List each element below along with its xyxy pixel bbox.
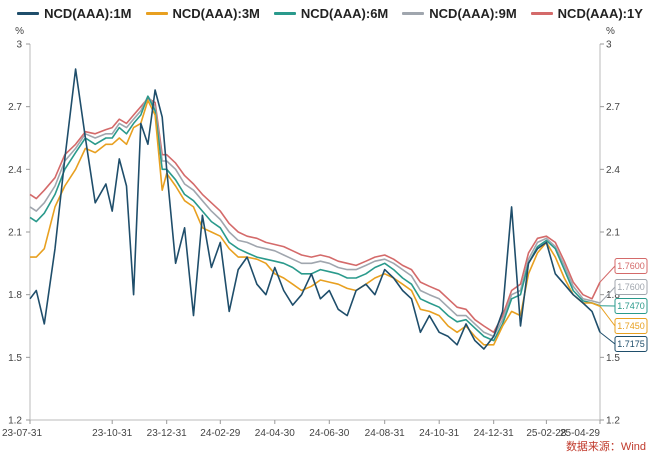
y-tick-label-right: 3	[606, 40, 612, 51]
x-tick-label: 23-12-31	[147, 428, 187, 439]
x-tick-label: 24-08-31	[365, 428, 405, 439]
legend-label: NCD(AAA):9M	[429, 5, 517, 21]
x-tick-label: 25-02-28	[526, 428, 566, 439]
value-label: 1.7600	[617, 261, 645, 271]
value-label: 1.7450	[617, 321, 645, 331]
x-tick-label: 24-06-30	[309, 428, 349, 439]
y-tick-label-right: 1.8	[606, 290, 620, 301]
legend-item[interactable]: NCD(AAA):1M	[17, 5, 132, 21]
y-tick-label-left: 2.4	[8, 165, 22, 176]
y-tick-label-left: 1.2	[8, 416, 22, 427]
y-tick-label-right: 1.2	[606, 416, 620, 427]
legend-item[interactable]: NCD(AAA):9M	[402, 5, 517, 21]
y-tick-label-right: 2.4	[606, 165, 620, 176]
value-label: 1.7470	[617, 301, 645, 311]
y-tick-label-right: 2.1	[606, 228, 620, 239]
y-tick-label-left: 2.7	[8, 102, 22, 113]
y-unit-left: %	[15, 26, 24, 37]
x-tick-label: 24-02-29	[200, 428, 240, 439]
legend-label: NCD(AAA):6M	[300, 5, 389, 21]
x-tick-label: 24-12-31	[474, 428, 514, 439]
series-line-ncd-aaa-1y	[29, 97, 601, 334]
value-label-leader	[599, 331, 616, 345]
legend-swatch	[530, 11, 553, 15]
x-tick-label: 23-07-31	[2, 428, 42, 439]
y-tick-label-left: 1.8	[8, 290, 22, 301]
x-tick-label: 24-04-30	[255, 428, 295, 439]
series-line-ncd-aaa-1m	[29, 68, 601, 350]
value-label: 1.7175	[617, 339, 645, 349]
y-unit-right: %	[606, 26, 615, 37]
y-tick-label-right: 2.7	[606, 102, 620, 113]
legend-item[interactable]: NCD(AAA):1Y	[530, 5, 643, 21]
legend: NCD(AAA):1M NCD(AAA):3M NCD(AAA):6M NCD(AAA…	[0, 0, 660, 26]
y-tick-label-left: 2.1	[8, 228, 22, 239]
x-tick-label: 23-10-31	[92, 428, 132, 439]
series-line-ncd-aaa-9m	[29, 95, 601, 338]
series-line-ncd-aaa-6m	[29, 95, 601, 342]
legend-item[interactable]: NCD(AAA):3M	[145, 5, 260, 21]
x-tick-label: 24-10-31	[419, 428, 459, 439]
legend-swatch	[273, 11, 296, 15]
value-label: 1.7600	[617, 282, 645, 292]
value-label-leader	[599, 286, 616, 304]
legend-label: NCD(AAA):1M	[44, 5, 132, 21]
y-tick-label-right: 1.5	[606, 353, 620, 364]
y-tick-label-left: 3	[16, 40, 22, 51]
x-tick-label: 25-04-29	[560, 428, 600, 439]
legend-label: NCD(AAA):3M	[172, 5, 260, 21]
series-line-ncd-aaa-3m	[30, 99, 601, 346]
source-note: 数据来源：Wind	[565, 441, 646, 453]
value-label-leader	[599, 265, 616, 283]
y-tick-label-left: 1.5	[8, 353, 22, 364]
legend-item[interactable]: NCD(AAA):6M	[273, 5, 389, 21]
legend-swatch	[145, 11, 168, 15]
legend-swatch	[402, 11, 425, 15]
legend-swatch	[17, 11, 40, 15]
value-label-leader	[599, 305, 616, 327]
legend-label: NCD(AAA):1Y	[557, 5, 643, 21]
